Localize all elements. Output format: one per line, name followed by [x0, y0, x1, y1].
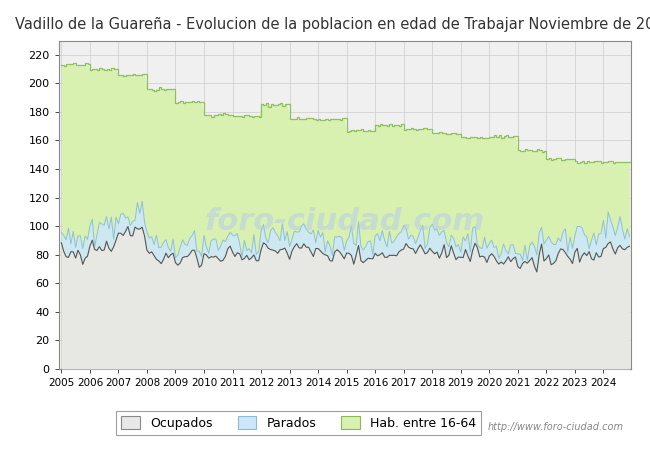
Title: Vadillo de la Guareña - Evolucion de la poblacion en edad de Trabajar Noviembre : Vadillo de la Guareña - Evolucion de la … — [16, 18, 650, 32]
Text: http://www.foro-ciudad.com: http://www.foro-ciudad.com — [488, 422, 624, 432]
Legend: Ocupados, Parados, Hab. entre 16-64: Ocupados, Parados, Hab. entre 16-64 — [116, 411, 481, 435]
Text: foro-ciudad.com: foro-ciudad.com — [205, 207, 484, 236]
